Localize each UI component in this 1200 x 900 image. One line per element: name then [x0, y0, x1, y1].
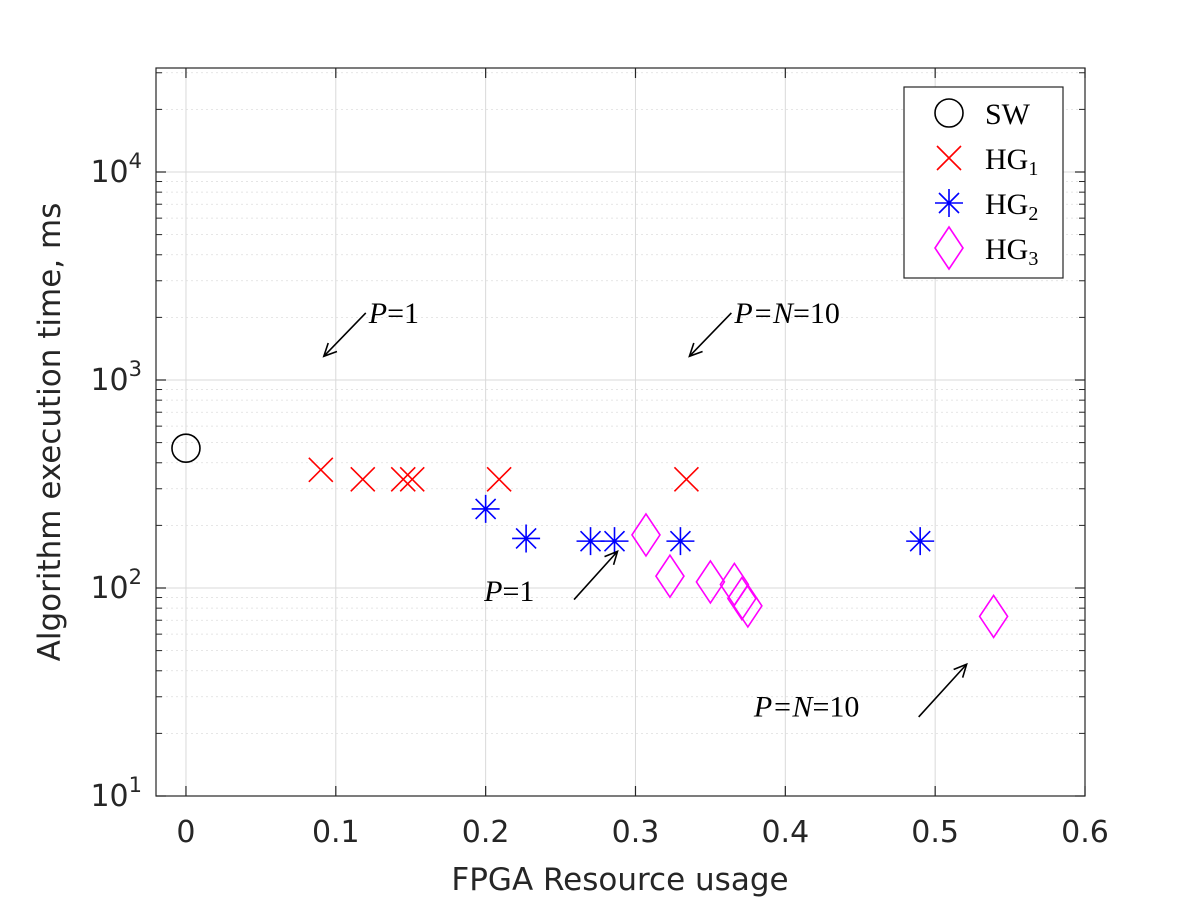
y-tick-label: 104 [90, 149, 142, 190]
annotation-arrow-head [953, 662, 968, 678]
tick-labels: 101 102 103 104 0 0.1 0.2 0.3 0.4 0.5 0.6 [90, 149, 1108, 850]
data-point-hg1 [399, 466, 425, 492]
data-point-hg1 [673, 466, 699, 492]
annotations: P=1 P=N=10 P=1 P=N=10 [322, 297, 968, 723]
annotation-arrow-line [323, 312, 367, 357]
plot-frame [155, 67, 1086, 797]
data-point-hg3 [631, 512, 661, 558]
legend-label-sw: SW [985, 98, 1031, 131]
x-tick-label: 0.5 [911, 815, 959, 850]
data-point-hg2 [906, 527, 935, 556]
annotation-arrow-head [322, 342, 338, 358]
data-point-hg3 [978, 593, 1009, 639]
data-point-hg1 [390, 466, 416, 492]
x-tick-label: 0.2 [462, 815, 510, 850]
annotation-arrow-head [688, 342, 703, 358]
data-point-hg2 [512, 524, 541, 553]
x-tick-label: 0.4 [761, 815, 809, 850]
x-tick-label: 0.3 [612, 815, 660, 850]
annotation-arrow-line [573, 550, 619, 601]
x-tick-label: 0.1 [312, 815, 360, 850]
x-tick-label: 0.6 [1061, 815, 1109, 850]
annotation-arrow-line [918, 663, 968, 718]
annotation-arrow-head [604, 550, 619, 566]
data-point-sw [171, 433, 201, 464]
data-marks [171, 433, 1009, 639]
legend-marker-hg2 [935, 189, 963, 217]
annotation-label: P=N=10 [753, 690, 860, 723]
y-axis-title: Algorithm execution time, ms [32, 203, 68, 662]
annotation-label: P=1 [368, 297, 419, 330]
data-point-hg3 [732, 583, 763, 629]
legend-label-hg1: HG1 [985, 143, 1038, 180]
data-point-hg2 [471, 494, 500, 523]
legend-label-hg2: HG2 [985, 188, 1038, 225]
axis-ticks [156, 68, 1086, 797]
legend-marker-sw [934, 98, 964, 128]
annotation-arrow-line [688, 312, 732, 357]
legend-label-hg3: HG3 [985, 233, 1038, 270]
legend-marker-hg3 [934, 225, 964, 271]
legend-box [903, 86, 1064, 279]
y-tick-label: 101 [90, 773, 142, 814]
data-point-hg3 [654, 553, 685, 599]
y-tick-label: 103 [90, 357, 142, 398]
data-point-hg1 [308, 457, 334, 483]
data-point-hg1 [350, 466, 376, 492]
annotation-label: P=N=10 [733, 297, 840, 330]
data-point-hg1 [486, 466, 512, 492]
data-point-hg2 [576, 527, 605, 556]
data-point-hg2 [666, 527, 695, 556]
data-point-hg3 [726, 576, 757, 621]
data-point-hg3 [695, 559, 726, 605]
x-tick-label: 0 [176, 815, 195, 850]
legend-marker-hg1 [936, 145, 962, 171]
y-tick-label: 102 [90, 565, 142, 606]
legend: SW HG1 HG2 HG3 [903, 86, 1064, 279]
x-axis-title: FPGA Resource usage [451, 862, 788, 898]
data-point-hg2 [600, 527, 629, 556]
annotation-label: P=1 [483, 575, 534, 608]
